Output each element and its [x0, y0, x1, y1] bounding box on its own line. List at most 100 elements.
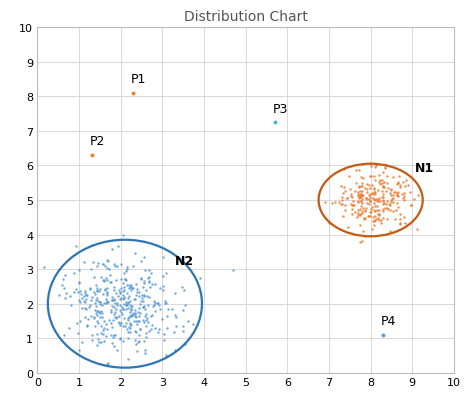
Point: [88, 337, 95, 344]
Point: [76, 318, 83, 324]
Point: [133, 322, 141, 328]
Point: [114, 263, 121, 270]
Point: [93, 295, 101, 302]
Point: [402, 177, 410, 184]
Point: [348, 207, 356, 213]
Point: [59, 275, 66, 282]
Point: [96, 299, 104, 306]
Point: [353, 214, 361, 220]
Point: [338, 194, 346, 200]
Point: [93, 285, 100, 292]
Point: [93, 312, 100, 319]
Point: [348, 211, 355, 218]
Point: [355, 195, 363, 202]
Point: [141, 280, 148, 286]
Point: [128, 286, 135, 292]
Point: [124, 335, 132, 342]
Point: [81, 299, 89, 306]
Point: [111, 300, 119, 306]
Point: [67, 302, 74, 308]
Point: [118, 285, 125, 291]
Point: [161, 298, 169, 304]
Point: [165, 306, 172, 313]
Point: [144, 315, 151, 322]
Point: [141, 346, 148, 353]
Point: [172, 323, 180, 330]
Point: [362, 195, 370, 202]
Point: [129, 263, 137, 270]
Point: [142, 312, 149, 318]
Point: [100, 277, 107, 284]
Point: [181, 341, 188, 348]
Point: [80, 293, 88, 300]
Text: P2: P2: [89, 135, 105, 148]
Point: [83, 322, 91, 329]
Point: [132, 336, 139, 343]
Point: [100, 261, 107, 268]
Point: [345, 174, 353, 180]
Point: [70, 289, 78, 295]
Point: [357, 191, 365, 198]
Point: [103, 265, 111, 271]
Point: [326, 220, 333, 227]
Point: [365, 182, 373, 189]
Point: [229, 267, 237, 273]
Point: [355, 192, 362, 198]
Point: [113, 314, 120, 321]
Point: [380, 180, 388, 186]
Point: [369, 196, 377, 202]
Point: [120, 232, 127, 238]
Point: [116, 302, 124, 308]
Point: [371, 223, 378, 229]
Point: [105, 316, 113, 323]
Point: [371, 196, 378, 203]
Point: [371, 164, 379, 170]
Point: [358, 174, 365, 180]
Point: [360, 215, 368, 221]
Point: [85, 316, 92, 323]
Point: [162, 352, 169, 359]
Point: [124, 295, 131, 302]
Point: [346, 187, 353, 193]
Point: [339, 190, 347, 196]
Point: [143, 294, 151, 300]
Point: [371, 174, 378, 180]
Point: [376, 177, 384, 184]
Point: [111, 263, 118, 269]
Point: [156, 306, 164, 312]
Point: [110, 287, 117, 293]
Point: [111, 314, 119, 320]
Point: [91, 300, 99, 307]
Point: [350, 203, 358, 209]
Point: [119, 296, 127, 302]
Point: [117, 307, 124, 313]
Point: [364, 196, 371, 203]
Point: [81, 290, 88, 296]
Point: [401, 190, 408, 196]
Point: [110, 332, 117, 338]
Point: [126, 329, 133, 335]
Point: [357, 192, 365, 198]
Point: [154, 330, 162, 336]
Point: [104, 360, 112, 367]
Point: [407, 202, 415, 208]
Point: [110, 317, 117, 323]
Point: [125, 324, 133, 330]
Point: [147, 326, 154, 332]
Point: [98, 310, 105, 317]
Point: [108, 324, 116, 330]
Point: [132, 292, 140, 299]
Point: [372, 189, 379, 196]
Point: [107, 307, 115, 313]
Point: [114, 300, 121, 306]
Point: [155, 302, 162, 308]
Point: [366, 213, 374, 219]
Point: [356, 213, 364, 219]
Point: [80, 298, 88, 305]
Point: [149, 303, 156, 309]
Point: [119, 338, 126, 344]
Point: [141, 278, 148, 285]
Point: [338, 201, 346, 208]
Point: [132, 307, 139, 313]
Point: [378, 188, 386, 195]
